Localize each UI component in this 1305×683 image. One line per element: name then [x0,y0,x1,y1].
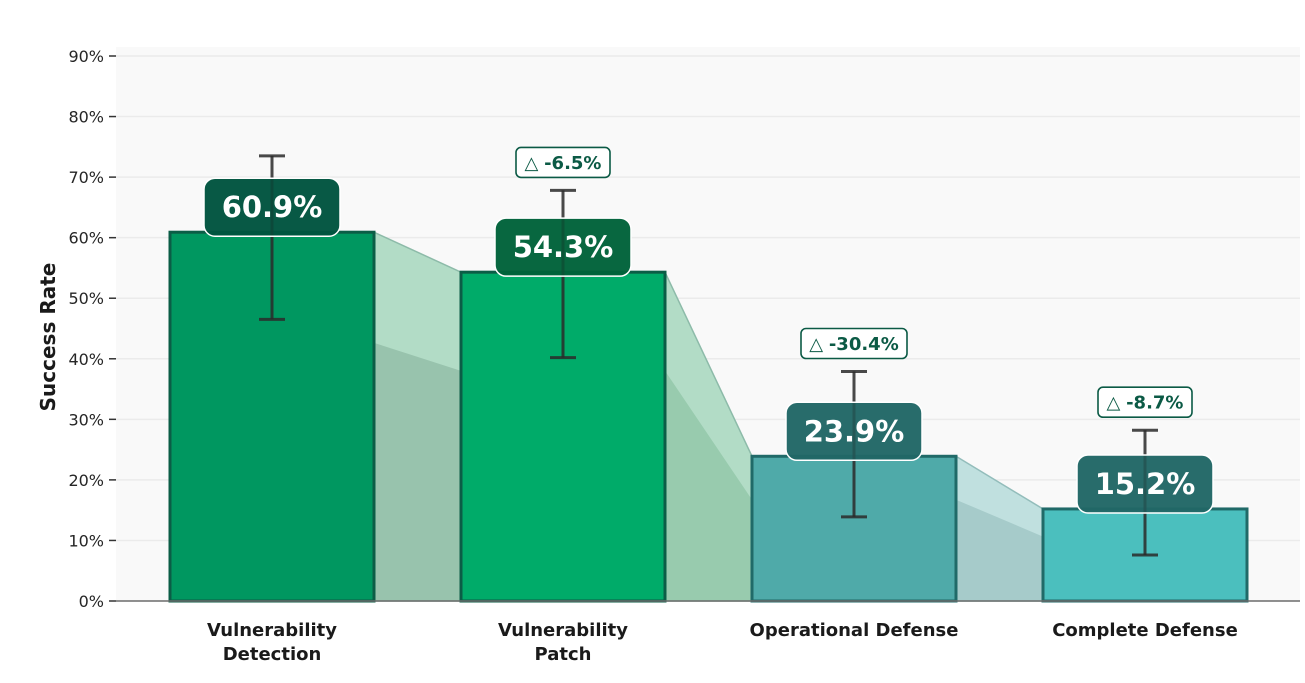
x-category-label: Vulnerability [207,620,337,641]
x-category-label: Vulnerability [498,620,628,641]
value-label-box [1076,454,1214,514]
value-label-box [494,217,632,277]
y-tick-label: 90% [68,47,104,66]
flow-connectors [373,231,1044,602]
y-axis: 0% 10% 20% 30% 40% 50% 60% 70% 80% 90% [68,47,116,611]
x-category-label: Operational Defense [750,620,959,641]
x-category-label: Patch [535,644,592,665]
delta-value: -8.7% [1126,393,1183,414]
y-tick-label: 50% [68,289,104,308]
delta-label: △ -6.5% [525,153,602,174]
flow-connector-shadow [374,342,461,601]
delta-badge [1097,386,1193,419]
value-label-box [203,177,341,237]
y-tick-label: 30% [68,410,104,429]
delta-triangle-icon: △ [809,334,829,355]
delta-triangle-icon: △ [525,153,545,174]
delta-labels: △ -6.5%△ -30.4%△ -8.7% [515,146,1193,419]
delta-value: -6.5% [544,153,601,174]
x-category-label: Detection [223,644,322,665]
y-tick-label: 40% [68,350,104,369]
y-tick-label: 0% [79,592,104,611]
delta-triangle-icon: △ [1107,393,1127,414]
flow-connector-shadow [665,370,752,601]
delta-label: △ -8.7% [1107,393,1184,414]
y-axis-label: Success Rate [36,263,60,412]
delta-badge [800,327,908,360]
y-tick-label: 70% [68,168,104,187]
delta-badge [515,146,611,179]
x-category-label: Complete Defense [1052,620,1238,641]
x-axis-categories: Vulnerability Detection Vulnerability Patch… [207,620,1238,665]
y-tick-label: 10% [68,531,104,550]
value-label: 15.2% [1095,467,1196,501]
delta-value: -30.4% [829,334,899,355]
value-label: 60.9% [222,190,323,224]
flow-connector-shadow [956,499,1043,601]
value-label: 23.9% [804,414,905,448]
value-label-box [785,401,923,462]
y-tick-label: 20% [68,471,104,490]
y-tick-label: 80% [68,108,104,127]
y-tick-label: 60% [68,229,104,248]
delta-label: △ -30.4% [809,334,899,355]
value-labels: 60.9% 54.3% 23.9% 15.2% [203,177,1214,514]
value-label: 54.3% [513,230,614,264]
